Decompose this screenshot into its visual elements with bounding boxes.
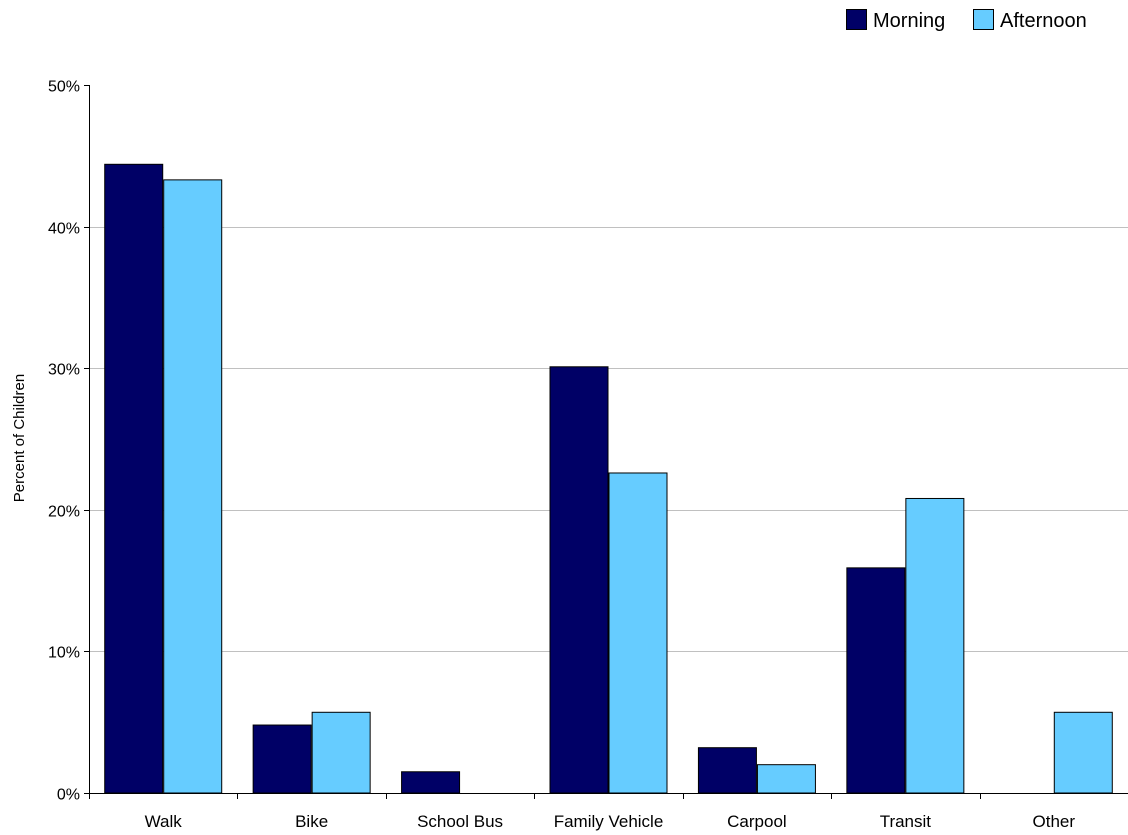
y-tick-label: 50% <box>48 79 80 96</box>
bar-morning-family-vehicle <box>549 366 609 794</box>
x-category-label: Carpool <box>727 812 787 831</box>
legend-swatch-afternoon <box>973 9 994 30</box>
y-tick-label: 40% <box>48 221 80 238</box>
bar-afternoon-transit <box>905 497 965 794</box>
x-category-label: Walk <box>145 812 183 831</box>
x-category-label: Transit <box>880 812 932 831</box>
bar-afternoon-bike <box>311 711 371 794</box>
bar-afternoon-other <box>1053 711 1113 794</box>
y-tick-label: 0% <box>57 787 80 804</box>
bar-afternoon-family-vehicle <box>608 472 668 794</box>
bar-afternoon-walk <box>163 179 223 794</box>
y-tick-label: 20% <box>48 504 80 521</box>
axes <box>89 85 1128 794</box>
x-category-label: School Bus <box>417 812 503 831</box>
bar-morning-transit <box>846 567 906 794</box>
x-category-label: Other <box>1033 812 1076 831</box>
y-axis-ticks: 0% 10% 20% 30% 40% 50% <box>48 79 89 804</box>
bar-afternoon-carpool <box>756 764 816 794</box>
y-axis-label: Percent of Children <box>11 374 28 502</box>
y-tick-label: 10% <box>48 645 80 662</box>
bar-morning-bike <box>252 724 312 794</box>
x-category-label: Family Vehicle <box>554 812 664 831</box>
x-category-label: Bike <box>295 812 328 831</box>
x-axis-ticks: Walk Bike School Bus Family Vehicle Carpool T… <box>89 793 1076 831</box>
legend-label-afternoon: Afternoon <box>1000 10 1087 32</box>
bar-morning-school-bus <box>401 771 461 794</box>
bars <box>104 163 1113 794</box>
y-tick-label: 30% <box>48 362 80 379</box>
legend-swatch-morning <box>846 9 867 30</box>
bar-morning-carpool <box>697 747 757 794</box>
bar-morning-walk <box>104 163 164 794</box>
legend: Morning Afternoon <box>846 9 1087 32</box>
legend-label-morning: Morning <box>873 10 945 32</box>
